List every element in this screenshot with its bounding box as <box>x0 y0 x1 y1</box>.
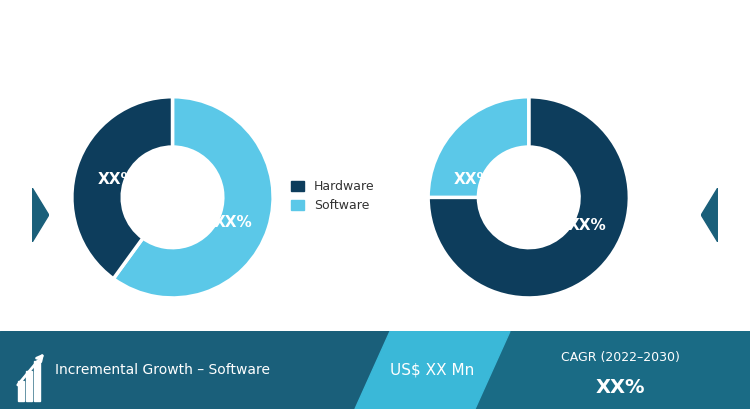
Text: US$ XX Mn: US$ XX Mn <box>390 363 474 378</box>
Text: XX%: XX% <box>596 378 645 397</box>
Bar <box>0 331 390 409</box>
Bar <box>34 361 40 401</box>
Text: Incremental Growth – Software: Incremental Growth – Software <box>55 363 270 377</box>
Wedge shape <box>428 97 629 298</box>
Text: XX%: XX% <box>568 218 607 233</box>
Text: CAGR (2022–2030): CAGR (2022–2030) <box>560 351 680 364</box>
Text: XX%: XX% <box>98 172 136 187</box>
Wedge shape <box>113 97 273 298</box>
Bar <box>475 331 750 409</box>
Wedge shape <box>428 97 529 197</box>
Text: XX%: XX% <box>454 172 493 187</box>
Polygon shape <box>355 331 510 409</box>
Wedge shape <box>72 97 172 279</box>
Bar <box>18 381 24 401</box>
Text: XX%: XX% <box>214 215 252 230</box>
Polygon shape <box>32 188 49 242</box>
Text: MARKET SHARE- 2030: MARKET SHARE- 2030 <box>728 160 737 271</box>
Bar <box>26 371 32 401</box>
Legend: Hardware, Software: Hardware, Software <box>291 180 374 212</box>
Polygon shape <box>701 188 718 242</box>
Text: MARKET SHARE- 2022: MARKET SHARE- 2022 <box>12 160 22 271</box>
Text: MARKET BY COMPONENT: MARKET BY COMPONENT <box>72 22 364 42</box>
